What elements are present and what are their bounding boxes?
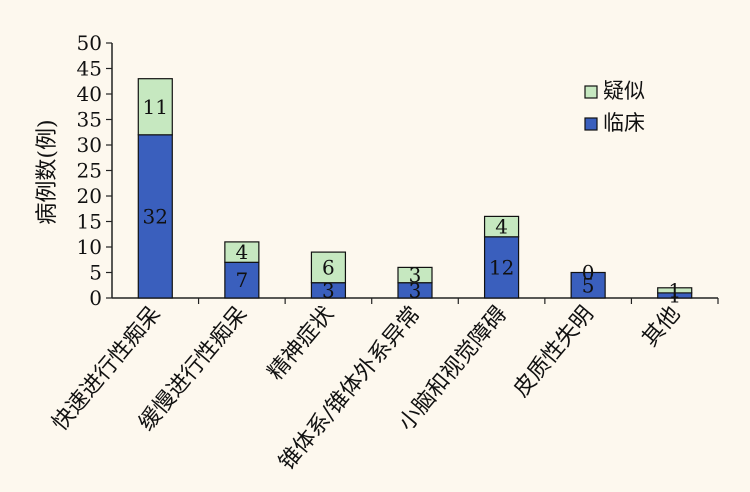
- data-label: 12: [489, 255, 514, 279]
- bar-segment: [570, 271, 606, 299]
- legend-swatch: [584, 85, 598, 99]
- bar-segment: [397, 266, 433, 284]
- legend-label: 临床: [603, 111, 645, 135]
- data-label: 1: [668, 278, 681, 302]
- data-label: 3: [409, 278, 422, 302]
- y-tick-label: 45: [77, 57, 102, 81]
- y-axis-label: 病例数(例): [35, 119, 60, 224]
- y-tick-label: 40: [77, 82, 102, 106]
- y-tick-label: 0: [89, 286, 102, 310]
- y-tick-label: 15: [77, 210, 102, 234]
- y-tick-label: 20: [77, 184, 102, 208]
- y-tick-label: 25: [77, 159, 102, 183]
- data-label: 3: [409, 263, 422, 287]
- y-tick-label: 35: [77, 108, 102, 132]
- legend-swatch: [584, 117, 598, 131]
- bar-segment: [224, 241, 260, 263]
- y-tick-label: 5: [89, 261, 102, 285]
- data-label: 11: [143, 95, 168, 119]
- data-label: 0: [582, 261, 595, 285]
- bar-segment: [483, 215, 520, 238]
- bar-segment: [657, 287, 693, 294]
- bar-segment: [483, 236, 520, 299]
- data-label: 32: [143, 204, 168, 228]
- bar-segment: [137, 78, 173, 136]
- data-label: 4: [495, 215, 508, 239]
- data-label: 4: [235, 240, 248, 264]
- bar-segment: [224, 261, 260, 299]
- y-tick-label: 10: [77, 235, 102, 259]
- bar-segment: [137, 134, 173, 299]
- legend-label: 疑似: [603, 79, 645, 103]
- data-label: 3: [322, 278, 335, 302]
- y-tick-label: 50: [77, 31, 102, 55]
- data-label: 6: [322, 255, 335, 279]
- data-label: 7: [235, 268, 248, 292]
- bar-segment: [310, 251, 347, 284]
- y-tick-label: 30: [77, 133, 102, 157]
- data-label: 5: [582, 273, 595, 297]
